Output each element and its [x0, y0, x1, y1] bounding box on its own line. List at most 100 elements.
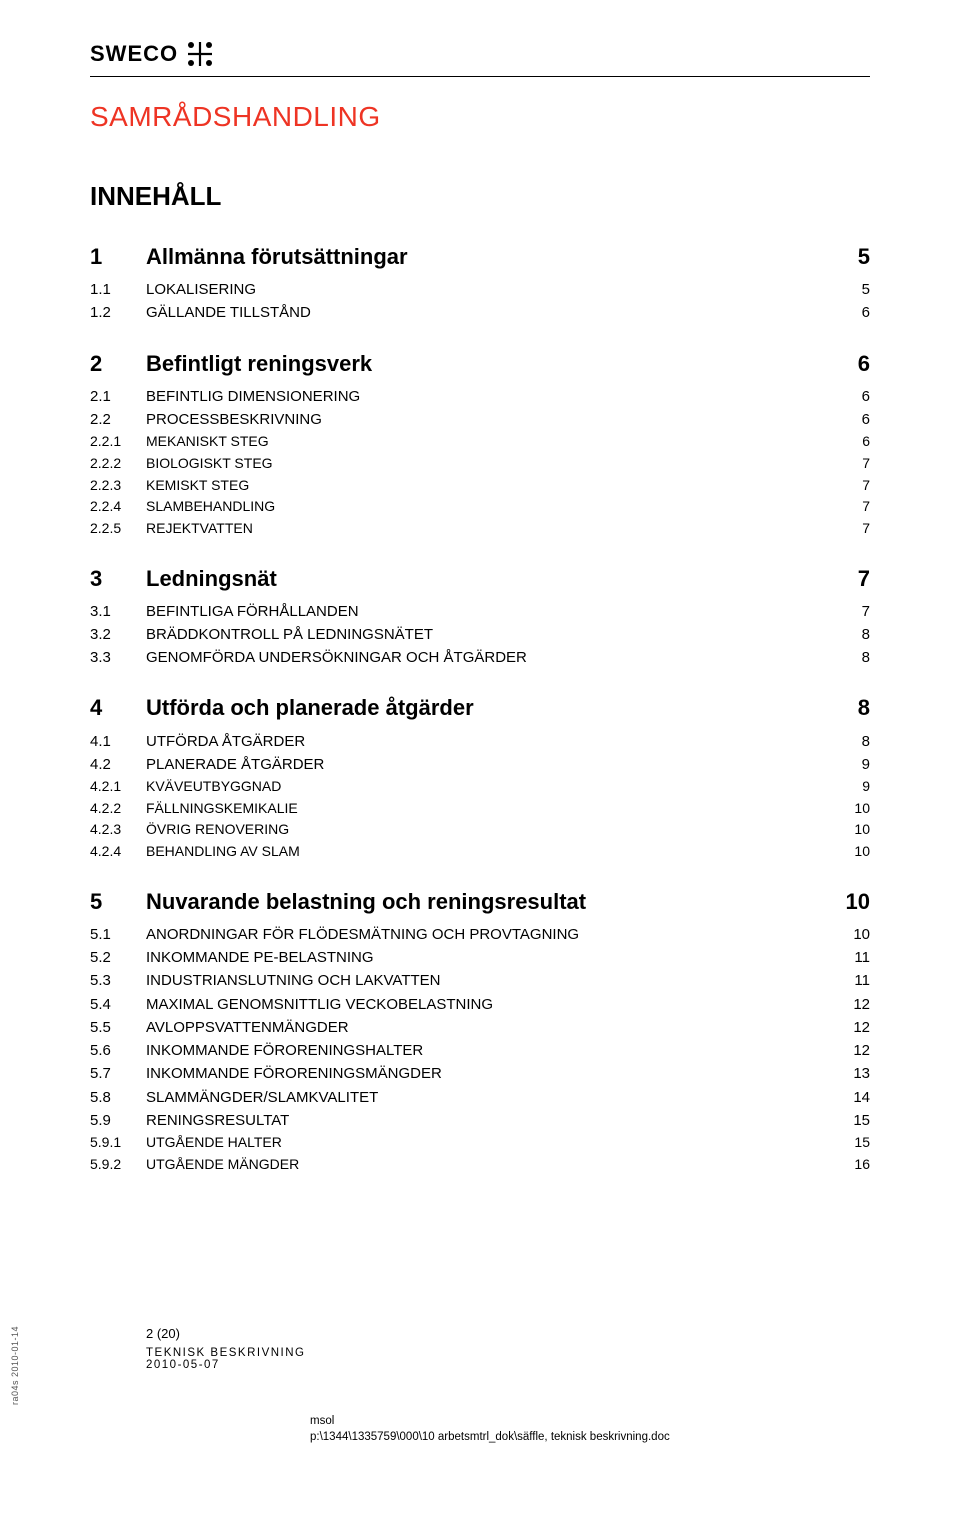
- toc-page: 7: [840, 600, 870, 623]
- page-content: SWECO SAMRÅDSHANDLING INNEHÅLL 1Allmänna…: [0, 0, 960, 1176]
- toc-page: 15: [840, 1132, 870, 1154]
- toc-row: 3Ledningsnät7: [90, 562, 870, 596]
- toc-num: 5.9.1: [90, 1132, 146, 1154]
- logo-icon: [186, 40, 214, 68]
- toc-page: 10: [840, 798, 870, 820]
- toc-label: INKOMMANDE FÖRORENINGSMÄNGDER: [146, 1062, 840, 1085]
- toc-label: BRÄDDKONTROLL PÅ LEDNINGSNÄTET: [146, 623, 840, 646]
- toc-num: 5.3: [90, 969, 146, 992]
- toc-row: 5.9RENINGSRESULTAT15: [90, 1109, 870, 1132]
- toc-page: 7: [840, 475, 870, 497]
- toc-row: 3.2BRÄDDKONTROLL PÅ LEDNINGSNÄTET8: [90, 623, 870, 646]
- toc-num: 2: [90, 347, 146, 381]
- toc-page: 5: [840, 278, 870, 301]
- toc-row: 4.2.2FÄLLNINGSKEMIKALIE10: [90, 798, 870, 820]
- toc-num: 5.2: [90, 946, 146, 969]
- footer-path: p:\1344\1335759\000\10 arbetsmtrl_dok\sä…: [310, 1429, 870, 1445]
- toc-row: 2.2PROCESSBESKRIVNING6: [90, 408, 870, 431]
- toc-page: 6: [840, 301, 870, 324]
- toc-row: 1.2GÄLLANDE TILLSTÅND6: [90, 301, 870, 324]
- toc-num: 4.2.2: [90, 798, 146, 820]
- toc-num: 4.2: [90, 753, 146, 776]
- toc-row: 1Allmänna förutsättningar5: [90, 240, 870, 274]
- footer-path-block: msol p:\1344\1335759\000\10 arbetsmtrl_d…: [310, 1413, 870, 1445]
- toc-label: Befintligt reningsverk: [146, 347, 840, 381]
- toc-num: 5: [90, 885, 146, 919]
- toc-num: 3.2: [90, 623, 146, 646]
- toc-label: SLAMBEHANDLING: [146, 496, 840, 518]
- toc-row: 2.1BEFINTLIG DIMENSIONERING6: [90, 385, 870, 408]
- toc-page: 7: [840, 562, 870, 596]
- toc-label: UTGÅENDE MÄNGDER: [146, 1154, 840, 1176]
- logo: SWECO: [90, 40, 870, 68]
- toc-row: 3.3GENOMFÖRDA UNDERSÖKNINGAR OCH ÅTGÄRDE…: [90, 646, 870, 669]
- toc-page: 6: [840, 408, 870, 431]
- toc-row: 4.2.3ÖVRIG RENOVERING10: [90, 819, 870, 841]
- toc-num: 4: [90, 691, 146, 725]
- toc-num: 5.9.2: [90, 1154, 146, 1176]
- document-title: SAMRÅDSHANDLING: [90, 101, 870, 133]
- toc-row: 4.2PLANERADE ÅTGÄRDER9: [90, 753, 870, 776]
- toc-page: 10: [840, 923, 870, 946]
- toc-num: 4.1: [90, 730, 146, 753]
- toc-num: 4.2.3: [90, 819, 146, 841]
- toc-row: 4.2.4BEHANDLING AV SLAM10: [90, 841, 870, 863]
- toc-row: 2.2.2BIOLOGISKT STEG7: [90, 453, 870, 475]
- toc-page: 12: [840, 1016, 870, 1039]
- toc-page: 7: [840, 496, 870, 518]
- toc-label: UTGÅENDE HALTER: [146, 1132, 840, 1154]
- toc-num: 5.1: [90, 923, 146, 946]
- toc-label: FÄLLNINGSKEMIKALIE: [146, 798, 840, 820]
- toc-page: 8: [840, 730, 870, 753]
- toc-label: BEHANDLING AV SLAM: [146, 841, 840, 863]
- toc-row: 2.2.1MEKANISKT STEG6: [90, 431, 870, 453]
- toc-row: 3.1BEFINTLIGA FÖRHÅLLANDEN7: [90, 600, 870, 623]
- toc-page: 6: [840, 347, 870, 381]
- toc-label: ANORDNINGAR FÖR FLÖDESMÄTNING OCH PROVTA…: [146, 923, 840, 946]
- toc-num: 4.2.1: [90, 776, 146, 798]
- toc-num: 2.2: [90, 408, 146, 431]
- toc-label: BEFINTLIG DIMENSIONERING: [146, 385, 840, 408]
- toc-row: 2Befintligt reningsverk6: [90, 347, 870, 381]
- toc-page: 6: [840, 431, 870, 453]
- toc-num: 2.2.2: [90, 453, 146, 475]
- toc-page: 9: [840, 753, 870, 776]
- toc-label: INKOMMANDE FÖRORENINGSHALTER: [146, 1039, 840, 1062]
- page-number: 2 (20): [146, 1326, 870, 1341]
- toc-num: 5.4: [90, 993, 146, 1016]
- toc-label: Ledningsnät: [146, 562, 840, 596]
- toc-row: 5.4MAXIMAL GENOMSNITTLIG VECKOBELASTNING…: [90, 993, 870, 1016]
- toc-row: 5.8SLAMMÄNGDER/SLAMKVALITET14: [90, 1086, 870, 1109]
- toc-num: 3.3: [90, 646, 146, 669]
- toc-num: 2.1: [90, 385, 146, 408]
- toc-label: GÄLLANDE TILLSTÅND: [146, 301, 840, 324]
- toc-row: 4Utförda och planerade åtgärder8: [90, 691, 870, 725]
- toc-label: KEMISKT STEG: [146, 475, 840, 497]
- toc-row: 1.1LOKALISERING5: [90, 278, 870, 301]
- toc-page: 7: [840, 453, 870, 475]
- footer-author: msol: [310, 1413, 870, 1429]
- toc-page: 8: [840, 623, 870, 646]
- toc-num: 3: [90, 562, 146, 596]
- toc-num: 1.2: [90, 301, 146, 324]
- header-rule: [90, 76, 870, 77]
- toc-num: 5.8: [90, 1086, 146, 1109]
- footer-date: 2010-05-07: [146, 1359, 870, 1371]
- toc-page: 6: [840, 385, 870, 408]
- toc-page: 5: [840, 240, 870, 274]
- page-footer: ra04s 2010-01-14 2 (20) TEKNISK BESKRIVN…: [0, 1326, 960, 1515]
- toc-row: 5.5AVLOPPSVATTENMÄNGDER12: [90, 1016, 870, 1039]
- toc-row: 4.2.1KVÄVEUTBYGGNAD9: [90, 776, 870, 798]
- toc-label: UTFÖRDA ÅTGÄRDER: [146, 730, 840, 753]
- toc-row: 4.1UTFÖRDA ÅTGÄRDER8: [90, 730, 870, 753]
- toc-page: 12: [840, 1039, 870, 1062]
- logo-text: SWECO: [90, 41, 178, 67]
- toc-label: MEKANISKT STEG: [146, 431, 840, 453]
- toc-page: 10: [840, 819, 870, 841]
- toc-num: 3.1: [90, 600, 146, 623]
- toc-page: 11: [840, 946, 870, 969]
- toc-page: 15: [840, 1109, 870, 1132]
- toc-label: BEFINTLIGA FÖRHÅLLANDEN: [146, 600, 840, 623]
- toc-page: 16: [840, 1154, 870, 1176]
- toc-num: 5.9: [90, 1109, 146, 1132]
